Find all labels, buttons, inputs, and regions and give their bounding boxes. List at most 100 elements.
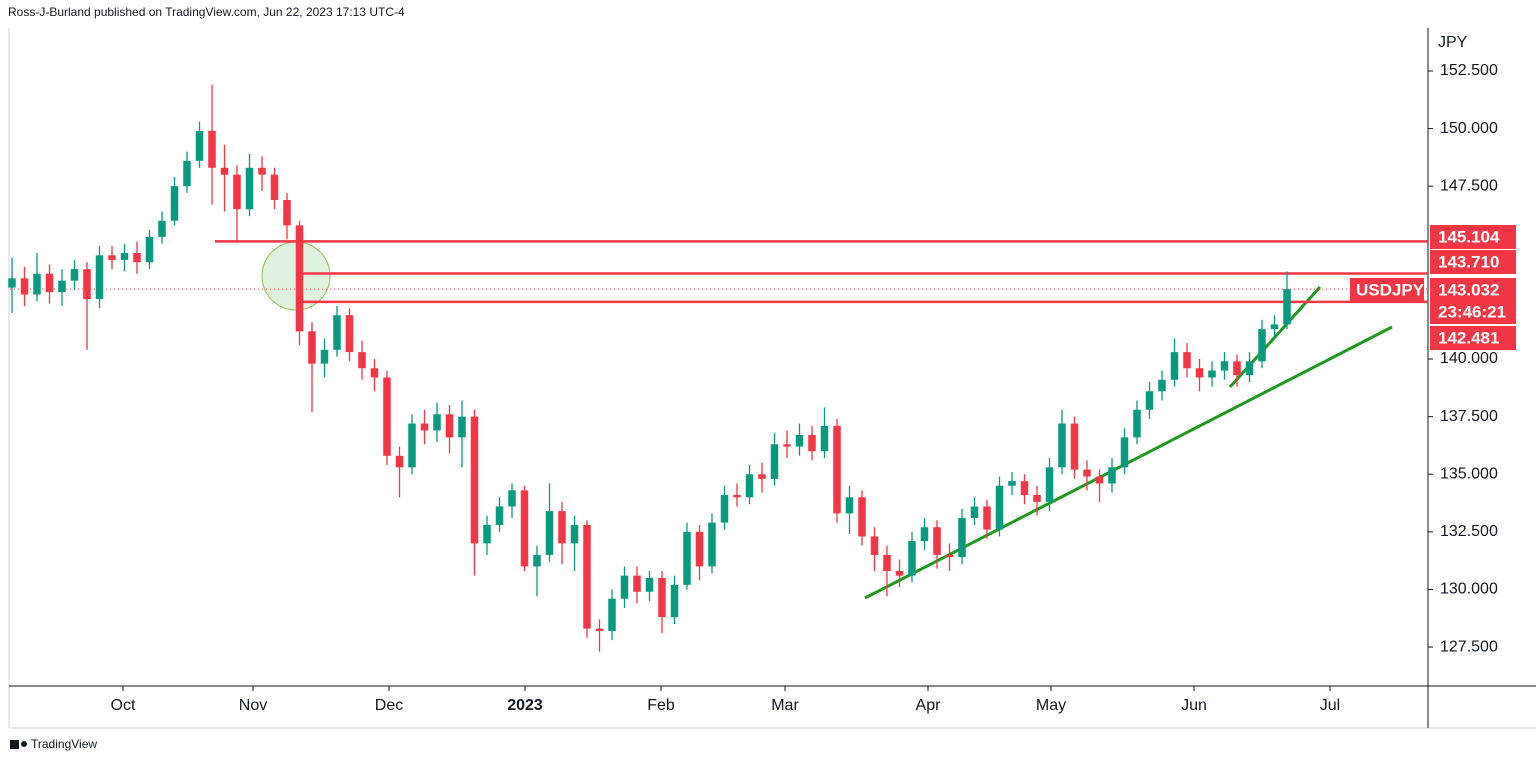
candle-body: [533, 554, 541, 567]
candle-body: [1033, 494, 1041, 502]
candle-body: [220, 167, 229, 175]
candle-body: [495, 506, 504, 525]
candle-body: [133, 253, 141, 263]
candle-body: [833, 425, 841, 514]
candle-body: [1020, 481, 1029, 495]
candle-body: [958, 518, 966, 558]
candle-body: [1083, 469, 1091, 477]
candle-body: [233, 174, 241, 210]
candle-body: [1258, 329, 1266, 362]
candle-body: [70, 269, 79, 281]
level-tag: 143.710: [1438, 252, 1499, 271]
candle-body: [1045, 467, 1054, 502]
countdown: 23:46:21: [1438, 302, 1506, 321]
candle-body: [770, 444, 779, 479]
header: Ross-J-Burland published on TradingView.…: [8, 5, 405, 19]
candle-body: [420, 423, 429, 431]
candle-body: [195, 130, 204, 161]
candle-body: [1095, 476, 1104, 484]
y-tick-label: 132.500: [1440, 523, 1498, 540]
candle-body: [245, 167, 254, 210]
candle-body: [445, 414, 454, 438]
candle-body: [1133, 409, 1141, 438]
candle-body: [670, 584, 679, 618]
level-tag: 142.481: [1438, 328, 1499, 347]
candle-body: [783, 444, 791, 447]
price-tag: 143.032: [1438, 280, 1499, 299]
y-tick-label: 137.500: [1440, 408, 1498, 425]
candle-body: [608, 598, 616, 631]
candle-body: [583, 524, 591, 629]
unit-label: JPY: [1438, 34, 1468, 51]
candle-body: [208, 130, 216, 168]
candle-body: [320, 349, 329, 364]
candle-body: [183, 160, 191, 187]
candle-body: [120, 253, 129, 260]
x-tick-label: Jun: [1181, 697, 1207, 714]
candle-body: [933, 527, 941, 555]
candle-body: [483, 524, 491, 544]
x-tick-label: 2023: [507, 697, 543, 714]
candle-body: [733, 494, 741, 498]
candle-body: [1283, 289, 1291, 325]
candle-body: [33, 273, 41, 295]
candle-body: [108, 255, 116, 260]
candle-body: [708, 522, 716, 567]
candle-body: [295, 225, 304, 332]
candle-body: [158, 220, 166, 237]
candle-body: [908, 541, 916, 576]
candle-body: [1195, 368, 1204, 378]
level-tag-bg: [1430, 250, 1516, 274]
candle-body: [1245, 361, 1254, 376]
candle-body: [345, 315, 354, 353]
level-tag-bg: [1430, 225, 1516, 249]
candle-body: [945, 554, 954, 558]
candle-body: [358, 352, 366, 369]
candle-body: [820, 425, 829, 452]
candle-body: [1220, 361, 1229, 371]
candle-body: [20, 278, 29, 295]
symbol-tag: USDJPY: [1356, 280, 1425, 299]
candle-body: [845, 497, 854, 514]
candle-body: [995, 485, 1004, 530]
footer-logo: [10, 740, 27, 749]
candle-body: [558, 511, 566, 544]
candle-body: [570, 524, 579, 544]
candle-body: [720, 494, 729, 523]
y-tick-label: 127.500: [1440, 638, 1498, 655]
x-tick-label: Jul: [1320, 697, 1340, 714]
candle-body: [83, 269, 91, 300]
candle-body: [170, 186, 179, 221]
symbol-tag-bg: [1350, 278, 1424, 302]
x-tick-label: Mar: [771, 697, 799, 714]
candle-body: [1170, 352, 1179, 380]
candle-body: [1008, 481, 1016, 486]
candle-body: [1158, 379, 1166, 392]
candle-body: [145, 236, 154, 263]
candle-body: [270, 174, 279, 201]
candle-body: [745, 474, 754, 498]
candle-body: [883, 554, 891, 572]
level-tag: 145.104: [1438, 227, 1500, 246]
y-tick-label: 140.000: [1440, 350, 1498, 367]
candle-body: [595, 628, 604, 631]
trend-line: [864, 325, 1393, 600]
y-tick-label: 135.000: [1440, 465, 1498, 482]
x-tick-label: Dec: [375, 697, 403, 714]
candle-body: [1208, 370, 1216, 378]
candle-body: [1233, 361, 1241, 376]
candle-body: [795, 435, 804, 447]
candle-body: [333, 315, 341, 350]
candle-body: [308, 331, 316, 364]
candle-body: [695, 531, 704, 567]
y-tick-label: 130.000: [1440, 581, 1498, 598]
candle-body: [8, 278, 16, 288]
candle-body: [620, 575, 629, 599]
candle-body: [1108, 467, 1116, 484]
candle-body: [545, 511, 554, 555]
candle-body: [633, 575, 641, 592]
candle-body: [1270, 324, 1279, 330]
candle-body: [645, 577, 654, 592]
x-tick-label: Nov: [239, 697, 267, 714]
